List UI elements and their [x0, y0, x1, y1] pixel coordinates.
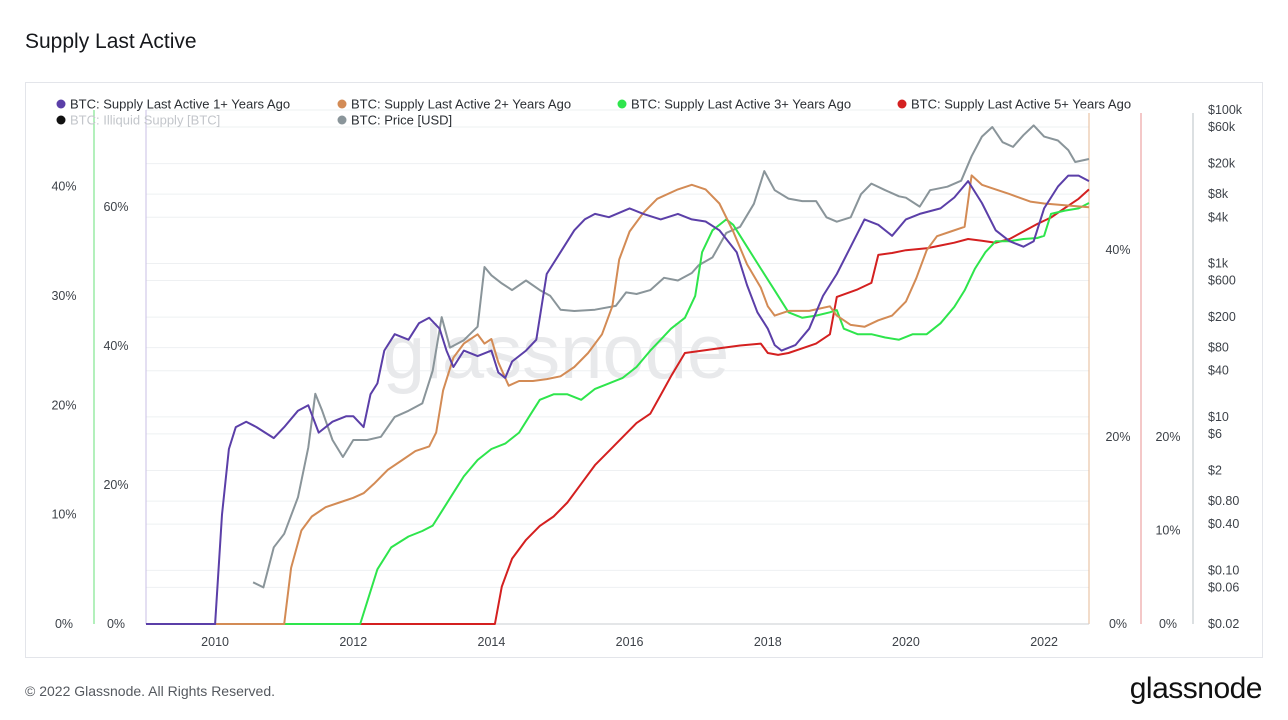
y-tick-a3-1: 20%	[1105, 430, 1130, 444]
series-line-4	[252, 124, 1090, 589]
series-line-3	[146, 188, 1090, 625]
legend-label-4: BTC: Illiquid Supply [BTC]	[70, 113, 220, 128]
y-tick-a2-0: 0%	[107, 617, 125, 631]
y-tick-a1-2: 20%	[51, 398, 76, 412]
chart-card: glassnode 0% 10% 20% 30% 40% 0% 20% 40% 60% 0% 20%…	[25, 82, 1263, 658]
legend-marker-1	[337, 99, 347, 109]
x-tick-1: 2012	[339, 635, 367, 649]
legend-marker-5	[337, 115, 347, 125]
series-layer	[146, 124, 1090, 625]
y-tick-price-12: $2	[1208, 464, 1222, 478]
y-tick-a4-1: 10%	[1155, 524, 1180, 538]
legend-marker-0	[56, 99, 66, 109]
y-tick-a3-2: 40%	[1105, 243, 1130, 257]
y-tick-price-3: $8k	[1208, 187, 1229, 201]
legend-marker-4	[56, 115, 66, 125]
legend-item-0[interactable]: BTC: Supply Last Active 1+ Years Ago	[56, 97, 291, 112]
legend-item-5[interactable]: BTC: Price [USD]	[337, 113, 453, 128]
legend-item-2[interactable]: BTC: Supply Last Active 3+ Years Ago	[617, 97, 852, 112]
y-tick-a2-2: 40%	[103, 339, 128, 353]
legend-label-0: BTC: Supply Last Active 1+ Years Ago	[70, 97, 290, 112]
y-tick-price-5: $1k	[1208, 256, 1229, 270]
y-axis-ticks: 0% 10% 20% 30% 40% 0% 20% 40% 60% 0% 20% 40% 0% 10% 20…	[51, 103, 1242, 631]
series-line-0	[146, 174, 1090, 625]
y-tick-price-15: $0.10	[1208, 563, 1239, 577]
y-tick-price-6: $600	[1208, 273, 1236, 287]
legend[interactable]: BTC: Supply Last Active 1+ Years Ago BTC:…	[56, 97, 1132, 128]
y-tick-a4-0: 0%	[1159, 617, 1177, 631]
y-tick-price-10: $10	[1208, 410, 1229, 424]
brand-logo[interactable]: glassnode	[1129, 672, 1263, 705]
legend-label-2: BTC: Supply Last Active 3+ Years Ago	[631, 97, 851, 112]
supply-last-active-chart[interactable]: glassnode 0%10%20%30%40%0%20%40%60%0%20%…	[26, 83, 1262, 657]
y-tick-price-8: $80	[1208, 341, 1229, 355]
series-line-2	[146, 202, 1090, 625]
legend-marker-3	[897, 99, 907, 109]
y-tick-price-0: $100k	[1208, 103, 1243, 117]
y-tick-price-11: $6	[1208, 427, 1222, 441]
page-title: Supply Last Active	[25, 30, 197, 53]
x-tick-2: 2014	[478, 635, 506, 649]
y-tick-price-4: $4k	[1208, 210, 1229, 224]
legend-item-1[interactable]: BTC: Supply Last Active 2+ Years Ago	[337, 97, 572, 112]
x-tick-0: 2010	[201, 635, 229, 649]
x-tick-4: 2018	[754, 635, 782, 649]
y-tick-price-9: $40	[1208, 364, 1229, 378]
y-tick-a2-1: 20%	[103, 478, 128, 492]
y-tick-price-13: $0.80	[1208, 494, 1239, 508]
y-tick-a1-0: 0%	[55, 617, 73, 631]
legend-marker-2	[617, 99, 627, 109]
x-tick-3: 2016	[616, 635, 644, 649]
legend-label-1: BTC: Supply Last Active 2+ Years Ago	[351, 97, 571, 112]
legend-label-5: BTC: Price [USD]	[351, 113, 452, 128]
x-tick-5: 2020	[892, 635, 920, 649]
y-tick-a1-3: 30%	[51, 289, 76, 303]
copyright-text: © 2022 Glassnode. All Rights Reserved.	[25, 683, 276, 699]
x-axis-ticks: 2010 2012 2014 2016 2018 2020 2022	[201, 635, 1058, 649]
y-tick-price-14: $0.40	[1208, 517, 1239, 531]
y-tick-a1-1: 10%	[51, 508, 76, 522]
series-line-1	[146, 174, 1090, 625]
x-tick-6: 2022	[1030, 635, 1058, 649]
y-tick-a4-2: 20%	[1155, 430, 1180, 444]
legend-item-4[interactable]: BTC: Illiquid Supply [BTC]	[56, 113, 221, 128]
y-tick-price-16: $0.06	[1208, 580, 1239, 594]
y-tick-price-2: $20k	[1208, 157, 1236, 171]
legend-item-3[interactable]: BTC: Supply Last Active 5+ Years Ago	[897, 97, 1132, 112]
y-tick-a1-4: 40%	[51, 180, 76, 194]
y-tick-price-17: $0.02	[1208, 617, 1239, 631]
legend-label-3: BTC: Supply Last Active 5+ Years Ago	[911, 97, 1131, 112]
y-tick-a3-0: 0%	[1109, 617, 1127, 631]
y-tick-price-1: $60k	[1208, 120, 1236, 134]
y-tick-a2-3: 60%	[103, 200, 128, 214]
y-tick-price-7: $200	[1208, 310, 1236, 324]
